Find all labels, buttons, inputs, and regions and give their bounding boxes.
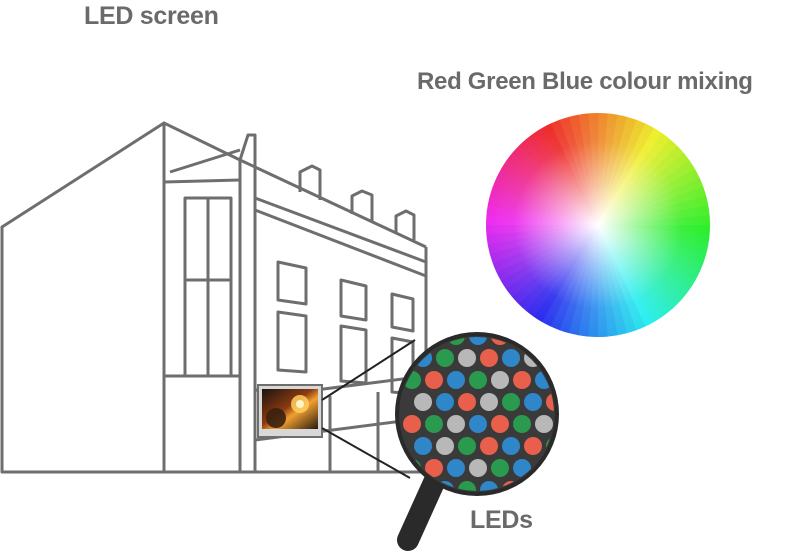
led-dot [414, 437, 432, 455]
rgb-mixing-label: Red Green Blue colour mixing [417, 68, 753, 95]
led-dot [491, 459, 509, 477]
led-dot [436, 393, 454, 411]
led-dot [469, 337, 487, 345]
led-dot [546, 481, 554, 491]
led-dot [546, 393, 554, 411]
led-dot [469, 371, 487, 389]
led-dot [458, 349, 476, 367]
led-dot [491, 415, 509, 433]
led-dot [524, 437, 542, 455]
led-dot [491, 371, 509, 389]
led-dot [502, 349, 520, 367]
led-dot [502, 437, 520, 455]
led-dot [436, 437, 454, 455]
led-dot [535, 337, 553, 345]
led-dot [403, 415, 421, 433]
led-dot [447, 415, 465, 433]
led-dot [480, 437, 498, 455]
led-dot [513, 415, 531, 433]
led-dot [513, 371, 531, 389]
led-screen-label: LED screen [84, 2, 219, 30]
led-dot [480, 393, 498, 411]
led-dot [425, 415, 443, 433]
led-dot [447, 371, 465, 389]
led-dot [480, 349, 498, 367]
led-dot [546, 349, 554, 367]
led-dot [502, 393, 520, 411]
led-screen-icon [257, 384, 323, 438]
building-outline-icon [0, 121, 428, 474]
led-dot [414, 393, 432, 411]
led-dot [458, 481, 476, 491]
led-dot [513, 459, 531, 477]
led-dot [469, 415, 487, 433]
led-dot [524, 393, 542, 411]
zoom-lines [321, 339, 416, 479]
leds-label: LEDs [470, 506, 533, 534]
led-dot [480, 481, 498, 491]
led-dot [425, 371, 443, 389]
led-dot [425, 459, 443, 477]
led-dot [458, 393, 476, 411]
led-dot [469, 459, 487, 477]
led-dot [524, 481, 542, 491]
colour-wheel-icon [486, 113, 711, 337]
led-dot [535, 415, 553, 433]
led-dot [447, 459, 465, 477]
led-dot [458, 437, 476, 455]
led-dot [436, 349, 454, 367]
